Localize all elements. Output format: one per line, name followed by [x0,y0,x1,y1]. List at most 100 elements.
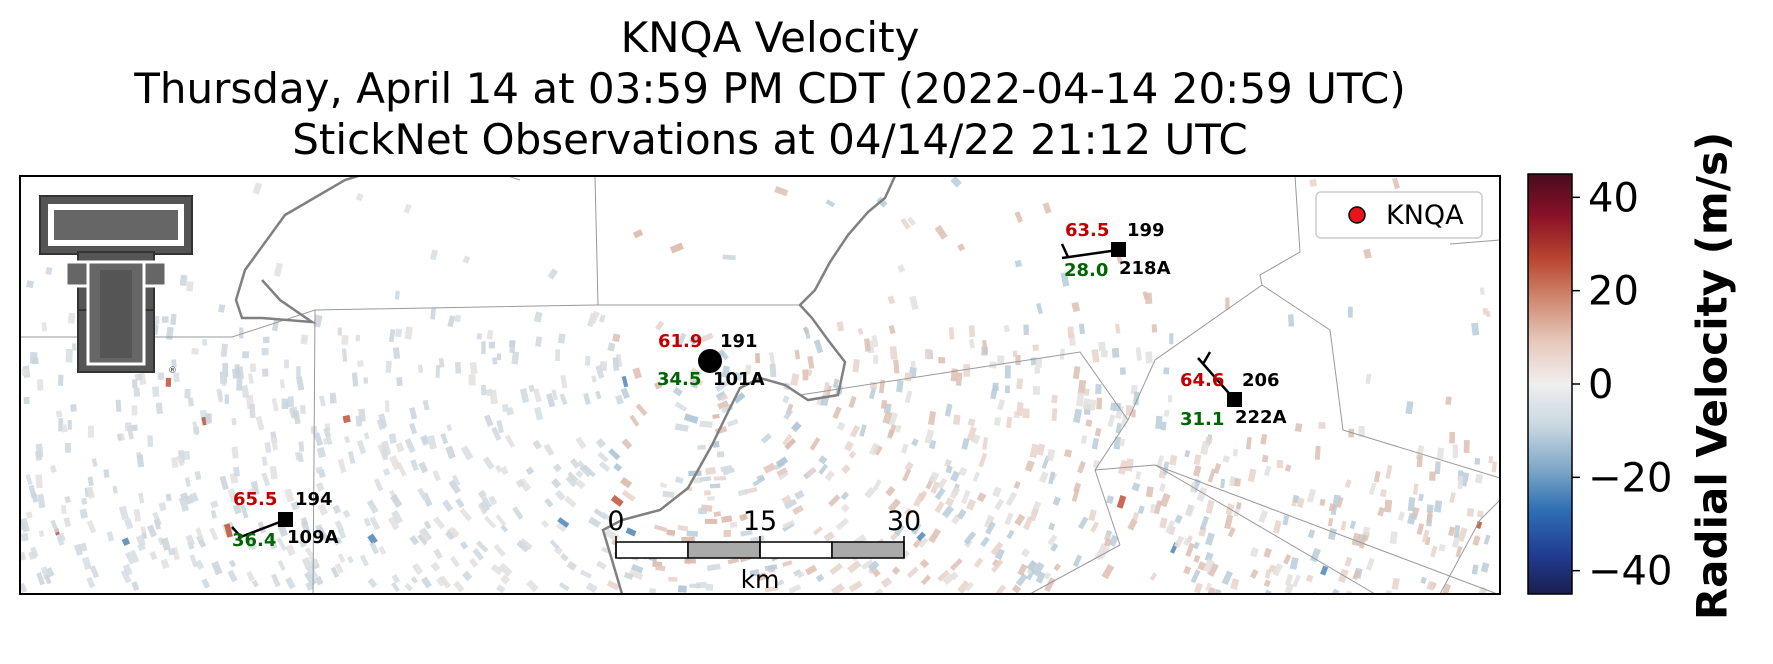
velocity-gate [430,249,439,261]
velocity-gate [452,474,461,486]
county-line [1439,499,1500,594]
velocity-gate [337,458,347,474]
velocity-gate [629,414,640,427]
velocity-gate [1221,570,1233,586]
velocity-gate [774,186,789,197]
velocity-gate [558,582,570,592]
velocity-gate [176,455,185,467]
velocity-gate [152,511,162,527]
velocity-gate [455,497,465,509]
velocity-gate [1200,440,1210,455]
velocity-gate [547,268,559,280]
velocity-gate [1060,272,1070,287]
velocity-gate [489,389,498,405]
velocity-gate [659,482,668,489]
velocity-gate [1072,366,1081,380]
velocity-gate [337,553,346,563]
velocity-gate [285,576,296,590]
velocity-gate [1183,537,1191,547]
scale-bar-tick-label: 0 [607,506,624,537]
velocity-gate [64,442,72,453]
county-boundaries [20,176,1500,594]
velocity-gate [1385,464,1393,479]
velocity-gate [997,355,1005,365]
velocity-gate [1348,428,1355,438]
velocity-gate [147,435,154,447]
velocity-gate [376,418,387,431]
velocity-gate [649,588,657,594]
velocity-gate [1022,516,1034,531]
velocity-gate [1478,587,1486,594]
velocity-gate [403,203,412,214]
velocity-gate [60,504,67,515]
velocity-gate [769,363,777,378]
velocity-gate [709,483,721,489]
velocity-gate [792,504,804,515]
velocity-gate [217,390,223,403]
velocity-gate [255,415,265,431]
velocity-gate [1463,439,1470,454]
velocity-gate [957,243,966,252]
velocity-gate [1133,391,1140,406]
velocity-gate [124,518,134,530]
velocity-gate [1407,512,1417,525]
velocity-gate [247,373,254,384]
velocity-gate [744,364,752,375]
velocity-gate [363,377,368,384]
velocity-gate [233,466,241,477]
velocity-gate [1204,582,1212,592]
velocity-gate [595,390,602,400]
velocity-gate [1096,397,1103,410]
velocity-gate [893,523,905,537]
velocity-gate [533,311,543,323]
velocity-gate [149,551,158,561]
velocity-gate [189,492,199,503]
velocity-gate [300,520,311,533]
velocity-gate [699,420,713,428]
velocity-gate [1430,545,1438,558]
velocity-gate [1184,450,1191,458]
velocity-gate [763,462,776,474]
velocity-gate [551,478,562,489]
velocity-gate [1474,473,1484,484]
velocity-gate [284,488,295,503]
velocity-gate [1471,322,1480,336]
velocity-gate [672,386,683,397]
velocity-gate [1328,588,1340,594]
velocity-gate [70,403,77,412]
velocity-gate [1190,569,1201,584]
velocity-gate [910,360,916,368]
velocity-gate [232,504,242,515]
velocity-gate [251,579,259,588]
velocity-gate [1205,499,1215,514]
velocity-gate [844,440,854,452]
velocity-gate [967,418,976,427]
velocity-gate [1034,367,1041,374]
velocity-gate [20,532,29,542]
velocity-gate [902,468,912,482]
velocity-gate [559,393,568,406]
velocity-gate [496,584,506,594]
velocity-gate [689,367,702,378]
velocity-gate [404,326,413,340]
velocity-gate [296,366,301,378]
velocity-gate [707,496,715,501]
velocity-gate [630,563,644,574]
velocity-gate [900,443,909,454]
velocity-gate [715,390,727,402]
velocity-gate [1013,480,1021,490]
velocity-gate [782,395,790,404]
velocity-gate [448,479,461,495]
velocity-gate [468,374,476,386]
velocity-gate [479,500,491,513]
velocity-gate [966,498,977,511]
velocity-gate [20,517,30,533]
velocity-gate [1247,468,1257,483]
velocity-gate [1250,569,1259,579]
velocity-gate [293,410,301,425]
velocity-gate [564,495,577,508]
velocity-gate [966,426,977,441]
velocity-gate [595,364,605,379]
velocity-gate [391,574,400,584]
velocity-gate [341,348,348,362]
